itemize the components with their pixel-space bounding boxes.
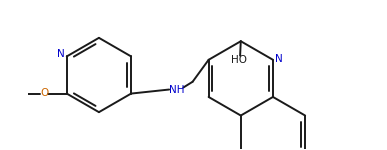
Text: NH: NH <box>169 85 184 95</box>
Text: HO: HO <box>231 55 247 65</box>
Text: N: N <box>275 54 283 64</box>
Text: N: N <box>58 49 65 59</box>
Text: O: O <box>41 88 49 98</box>
